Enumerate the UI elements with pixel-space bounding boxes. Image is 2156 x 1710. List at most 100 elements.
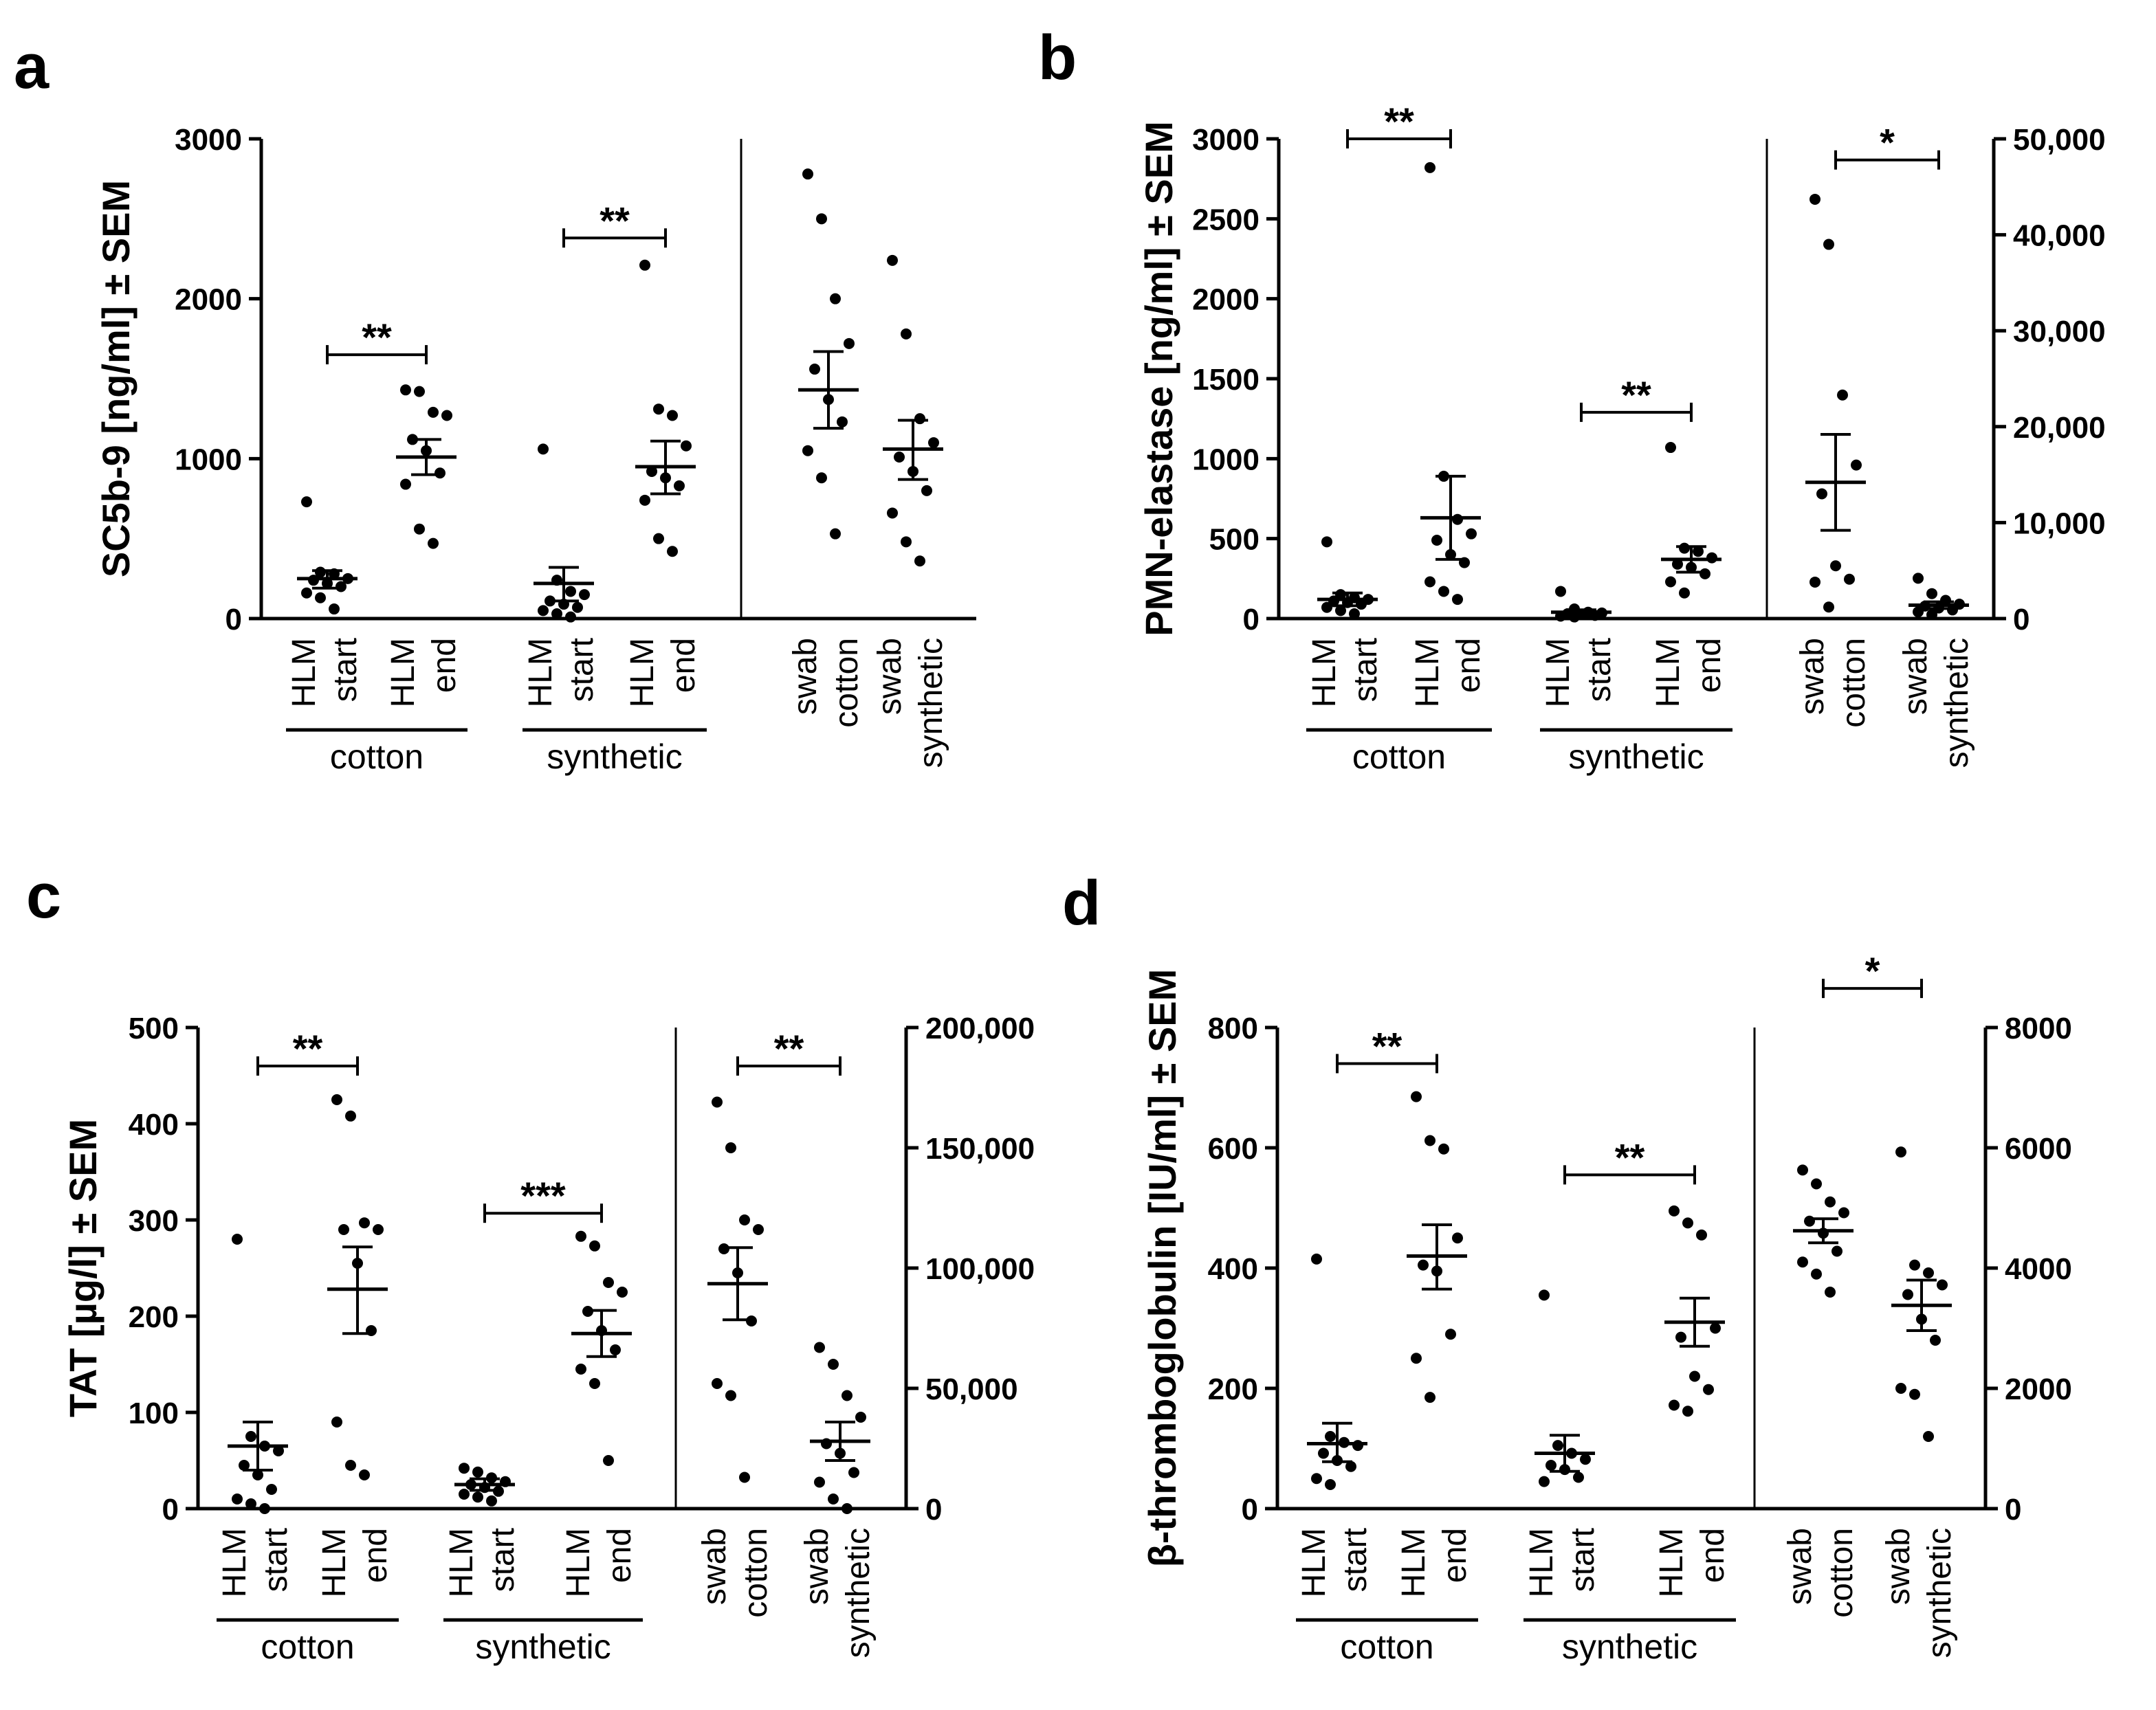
data-point: [1424, 1135, 1436, 1146]
left-tick-label: 300: [129, 1204, 179, 1238]
data-point: [1555, 586, 1566, 597]
data-point: [1318, 1447, 1329, 1459]
category-label-top: HLM: [1524, 1528, 1560, 1597]
data-point: [1710, 1322, 1721, 1334]
data-point: [921, 485, 932, 496]
category-label-bottom: start: [327, 638, 364, 702]
data-point: [565, 611, 576, 623]
category-series: [1534, 1289, 1595, 1487]
data-point: [753, 1224, 764, 1235]
data-point: [572, 601, 583, 613]
right-tick-label: 0: [925, 1493, 942, 1526]
data-point: [338, 1224, 349, 1235]
data-point: [301, 496, 312, 508]
data-point: [603, 1455, 614, 1466]
data-point: [1895, 1146, 1906, 1158]
data-point: [551, 608, 562, 620]
data-point: [667, 410, 678, 421]
data-point: [1823, 601, 1834, 613]
group-label: cotton: [261, 1628, 354, 1666]
data-point: [1823, 238, 1834, 250]
category-label-top: swab: [696, 1528, 733, 1605]
data-point: [1696, 1229, 1707, 1241]
panel-letter: d: [1062, 868, 1101, 938]
significance-label: **: [1384, 100, 1414, 143]
data-point: [538, 443, 549, 455]
data-point: [472, 1491, 483, 1503]
data-point: [901, 536, 912, 548]
category-label-bottom: end: [1691, 638, 1728, 693]
y-axis-label: TAT [µg/l] ± SEM: [61, 1119, 104, 1417]
data-point: [400, 478, 411, 490]
category-label-top: HLM: [1540, 638, 1576, 707]
category-label-bottom: end: [1437, 1528, 1473, 1583]
data-point: [901, 328, 912, 340]
data-point: [725, 1142, 736, 1153]
data-point: [1797, 1164, 1808, 1176]
category-series: [798, 168, 859, 540]
category-series: [228, 1234, 288, 1514]
category-label-top: HLM: [1409, 638, 1446, 707]
left-tick-label: 200: [1208, 1373, 1258, 1406]
data-point: [712, 1378, 723, 1389]
data-point: [816, 213, 827, 225]
category-label-top: swab: [1880, 1528, 1917, 1605]
data-point: [579, 589, 590, 601]
right-tick-label: 50,000: [925, 1373, 1018, 1406]
data-point: [1693, 546, 1704, 557]
right-tick-label: 8000: [2005, 1012, 2072, 1045]
category-label-bottom: synthetic: [1939, 638, 1975, 768]
data-point: [331, 1094, 342, 1105]
category-label-top: HLM: [1396, 1528, 1432, 1597]
data-point: [653, 403, 664, 415]
category-series: [327, 1094, 388, 1480]
data-point: [1679, 542, 1690, 554]
data-point: [610, 1344, 621, 1355]
data-point: [434, 467, 446, 479]
left-tick-label: 600: [1208, 1132, 1258, 1166]
category-label-top: HLM: [1650, 638, 1686, 707]
group-label: cotton: [1352, 737, 1446, 776]
left-tick-label: 2000: [175, 283, 242, 317]
right-tick-label: 20,000: [2013, 411, 2106, 445]
y-axis-label: SC5b-9 [ng/ml] ± SEM: [94, 180, 138, 577]
category-series: [1891, 1146, 1952, 1442]
data-point: [603, 1277, 614, 1288]
data-point: [887, 507, 898, 519]
data-point: [653, 533, 664, 544]
left-tick-label: 0: [1243, 603, 1260, 636]
right-tick-label: 100,000: [925, 1252, 1035, 1286]
right-tick-label: 6000: [2005, 1132, 2072, 1166]
category-label-top: HLM: [385, 638, 421, 707]
data-point: [1321, 536, 1332, 548]
data-point: [1325, 1431, 1336, 1442]
y-axis-label: β-thromboglobulin [IU/ml] ± SEM: [1141, 969, 1184, 1568]
right-tick-label: 0: [2013, 603, 2030, 636]
category-label-top: HLM: [522, 638, 559, 707]
data-point: [914, 413, 925, 425]
category-label-top: HLM: [443, 1528, 480, 1597]
data-point: [1913, 573, 1924, 584]
data-point: [914, 555, 925, 567]
panel-letter: b: [1038, 23, 1077, 93]
data-point: [232, 1234, 243, 1245]
data-point: [837, 416, 848, 428]
data-point: [336, 581, 346, 592]
panel-letter: c: [26, 861, 61, 931]
significance-label: **: [1615, 1135, 1645, 1179]
data-point: [842, 1503, 852, 1514]
data-point: [1851, 459, 1862, 471]
category-series: [297, 496, 358, 615]
left-tick-label: 0: [162, 1493, 179, 1526]
category-label-bottom: cotton: [828, 638, 865, 728]
data-point: [589, 1240, 600, 1252]
data-point: [1424, 1392, 1436, 1403]
left-tick-label: 2500: [1192, 203, 1260, 236]
data-point: [830, 293, 841, 304]
data-point: [359, 1469, 370, 1480]
category-label-bottom: cotton: [738, 1528, 774, 1618]
category-label-bottom: end: [1451, 638, 1487, 693]
significance-label: **: [1621, 373, 1651, 417]
right-tick-label: 50,000: [2013, 123, 2106, 157]
